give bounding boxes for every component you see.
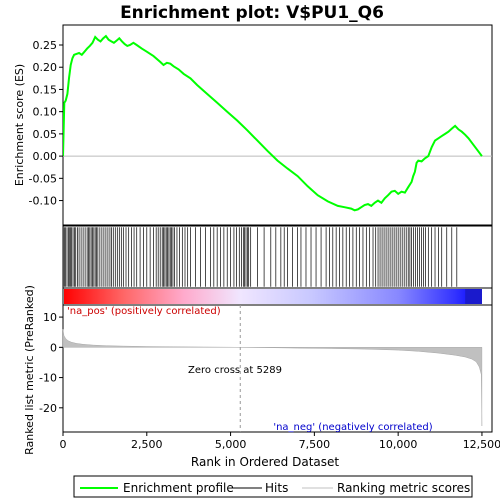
legend-enrichment-label: Enrichment profile xyxy=(123,481,234,495)
es-panel-frame xyxy=(63,25,492,225)
metric-y-axis-label: Ranked list metric (PreRanked) xyxy=(23,285,36,455)
hits-panel xyxy=(63,226,492,288)
colorbar-gradient xyxy=(64,289,482,304)
es-panel: -0.10 -0.05 0.00 0.05 0.10 0.15 0.20 0.25 Enric… xyxy=(13,25,492,225)
metric-y-tick-label: 0 xyxy=(50,341,57,354)
metric-y-tick-label: 10 xyxy=(43,311,57,324)
rank-colorbar xyxy=(63,288,492,305)
metric-y-tick-label: -20 xyxy=(39,402,57,415)
es-y-tick-label: 0.00 xyxy=(33,150,58,163)
x-axis-ticks: 0 2,500 5,000 7,500 10,000 12,500 xyxy=(60,432,500,451)
x-tick-label: 12,500 xyxy=(463,438,500,451)
x-tick-label: 7,500 xyxy=(299,438,331,451)
x-tick-label: 0 xyxy=(60,438,67,451)
metric-panel: -20 -10 0 10 'na_pos' (positively correlate… xyxy=(23,285,492,455)
metric-y-ticks: -20 -10 0 10 xyxy=(39,311,63,415)
es-y-ticks: -0.10 -0.05 0.00 0.05 0.10 0.15 0.20 0.25 xyxy=(29,39,63,208)
na-neg-label: 'na_neg' (negatively correlated) xyxy=(273,422,432,433)
es-y-tick-label: 0.15 xyxy=(33,83,58,96)
legend: Enrichment profile Hits Ranking metric s… xyxy=(74,476,472,497)
es-y-tick-label: 0.20 xyxy=(33,61,58,74)
legend-hits-label: Hits xyxy=(265,481,288,495)
zero-cross-label: Zero cross at 5289 xyxy=(188,365,282,376)
metric-y-tick-label: -10 xyxy=(39,372,57,385)
na-pos-label: 'na_pos' (positively correlated) xyxy=(67,306,221,317)
es-y-axis-label: Enrichment score (ES) xyxy=(13,64,26,186)
x-axis-label: Rank in Ordered Dataset xyxy=(191,455,339,469)
chart-title: Enrichment plot: V$PU1_Q6 xyxy=(120,3,384,23)
es-y-tick-label: -0.05 xyxy=(29,172,57,185)
x-tick-label: 5,000 xyxy=(215,438,247,451)
es-y-tick-label: 0.10 xyxy=(33,106,58,119)
hits-panel-frame xyxy=(63,226,492,288)
x-tick-label: 10,000 xyxy=(379,438,418,451)
es-y-tick-label: 0.05 xyxy=(33,128,58,141)
colorbar-dark-end xyxy=(465,289,482,304)
x-tick-label: 2,500 xyxy=(131,438,163,451)
es-y-tick-label: 0.25 xyxy=(33,39,58,52)
legend-metric-label: Ranking metric scores xyxy=(337,481,470,495)
es-y-tick-label: -0.10 xyxy=(29,195,57,208)
